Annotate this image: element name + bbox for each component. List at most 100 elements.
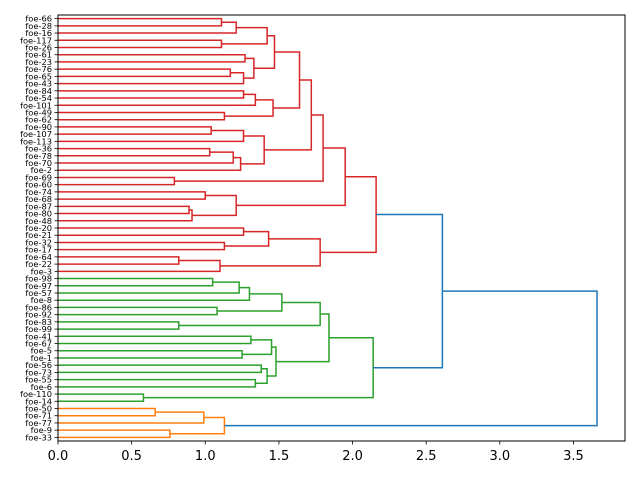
- dendrogram-link: [58, 378, 257, 388]
- dendrogram-link: [58, 39, 223, 49]
- leaf-label: foe-32: [25, 237, 52, 247]
- dendrogram-link: [224, 230, 270, 247]
- leaf-label: foe-107: [20, 129, 52, 139]
- dendrogram-link: [220, 238, 321, 267]
- dendrogram-link: [58, 277, 214, 287]
- dendrogram-link: [264, 79, 313, 151]
- x-tick-label: 2.0: [342, 449, 363, 464]
- leaf-label: foe-117: [20, 35, 52, 45]
- dendrogram-link: [221, 26, 268, 45]
- leaf-label: foe-21: [25, 230, 52, 240]
- leaf-label: foe-92: [25, 310, 52, 320]
- leaf-label: foe-1: [31, 353, 52, 363]
- dendrogram-link: [253, 35, 276, 69]
- dendrogram-link: [58, 53, 246, 63]
- dendrogram-link: [224, 290, 598, 427]
- leaf-label: foe-110: [20, 389, 52, 399]
- leaf-label: foe-87: [25, 201, 52, 211]
- dendrogram-link: [169, 416, 226, 435]
- leaf-label: foe-8: [31, 295, 52, 305]
- leaf-label: foe-86: [25, 302, 52, 312]
- leaf-label: foe-76: [25, 64, 52, 74]
- x-tick-label: 3.0: [489, 449, 510, 464]
- dendrogram-links: [58, 17, 598, 439]
- leaf-label: foe-20: [25, 223, 52, 233]
- leaf-label: foe-22: [25, 259, 52, 269]
- dendrogram-link: [58, 72, 245, 85]
- leaf-label: foe-99: [25, 324, 52, 334]
- leaf-label: foe-69: [25, 172, 52, 182]
- leaf-label: foe-2: [31, 165, 52, 175]
- dendrogram-link: [58, 227, 245, 236]
- dendrogram-link: [58, 335, 252, 345]
- dendrogram-link: [143, 337, 374, 399]
- leaf-label: foe-49: [25, 107, 52, 117]
- leaf-label: foe-23: [25, 57, 52, 67]
- x-tick-label: 1.5: [269, 449, 290, 464]
- dendrogram-link: [58, 209, 193, 222]
- dendrogram-link: [58, 286, 251, 301]
- leaf-label: foe-113: [20, 136, 52, 146]
- dendrogram-link: [242, 339, 273, 356]
- dendrogram-link: [58, 321, 180, 330]
- dendrogram-link: [58, 429, 171, 439]
- dendrogram-link: [58, 191, 207, 200]
- leaf-label: foe-3: [31, 266, 52, 276]
- leaf-label: foe-14: [25, 396, 52, 406]
- dendrogram-link: [58, 176, 176, 186]
- dendrogram-link: [178, 301, 321, 327]
- dendrogram-link: [58, 306, 218, 316]
- dendrogram-link: [58, 147, 211, 157]
- leaf-label: foe-26: [25, 42, 52, 52]
- leaf-label: foe-80: [25, 209, 52, 219]
- dendrogram-link: [58, 393, 145, 403]
- x-tick-label: 3.5: [563, 449, 584, 464]
- leaf-label: foe-41: [25, 331, 52, 341]
- leaf-label: foe-98: [25, 274, 52, 284]
- leaf-label: foe-43: [25, 79, 52, 89]
- dendrogram-link: [275, 313, 330, 363]
- leaf-label: foe-55: [25, 375, 52, 385]
- dendrogram-link: [58, 126, 212, 135]
- leaf-label: foe-54: [25, 93, 52, 103]
- dendrogram-link: [320, 175, 377, 254]
- leaf-label: foe-77: [25, 418, 52, 428]
- leaf-label: foe-84: [25, 86, 52, 96]
- leaf-label: foe-78: [25, 151, 52, 161]
- leaf-label: foe-50: [25, 404, 52, 414]
- dendrogram-link: [58, 349, 243, 359]
- leaf-label: foe-57: [25, 288, 52, 298]
- leaf-label: foe-16: [25, 28, 52, 38]
- leaf-label: foe-83: [25, 317, 52, 327]
- dendrogram-link: [58, 364, 262, 374]
- leaf-label: foe-17: [25, 245, 52, 255]
- x-axis: 0.0 0.5 1.0 1.5 2.0 2.5 3.0 3.5: [48, 441, 584, 464]
- dendrogram-link: [58, 129, 245, 143]
- dendrogram-link: [58, 156, 242, 171]
- x-tick-label: 2.5: [416, 449, 437, 464]
- leaf-label: foe-65: [25, 71, 52, 81]
- leaf-label: foe-61: [25, 50, 52, 60]
- leaf-label: foe-66: [25, 14, 52, 24]
- dendrogram-link: [58, 151, 235, 164]
- x-tick-label: 1.0: [195, 449, 216, 464]
- y-axis-leaf-labels: foe-66foe-28foe-16foe-117foe-26foe-61foe…: [20, 14, 58, 442]
- dendrogram-link: [58, 256, 180, 265]
- leaf-label: foe-97: [25, 281, 52, 291]
- dendrogram-link: [58, 111, 226, 121]
- leaf-label: foe-74: [25, 187, 52, 197]
- leaf-label: foe-73: [25, 367, 52, 377]
- leaf-label: foe-68: [25, 194, 52, 204]
- dendrogram-link: [58, 93, 257, 107]
- leaf-label: foe-56: [25, 360, 52, 370]
- leaf-label: foe-101: [20, 100, 52, 110]
- dendrogram-link: [58, 281, 240, 294]
- leaf-label: foe-28: [25, 21, 52, 31]
- dendrogram-link: [58, 68, 232, 78]
- dendrogram-link: [58, 259, 221, 273]
- leaf-label: foe-33: [25, 432, 52, 442]
- dendrogram-link: [224, 99, 274, 117]
- leaf-label: foe-6: [31, 382, 52, 392]
- leaf-label: foe-71: [25, 411, 52, 421]
